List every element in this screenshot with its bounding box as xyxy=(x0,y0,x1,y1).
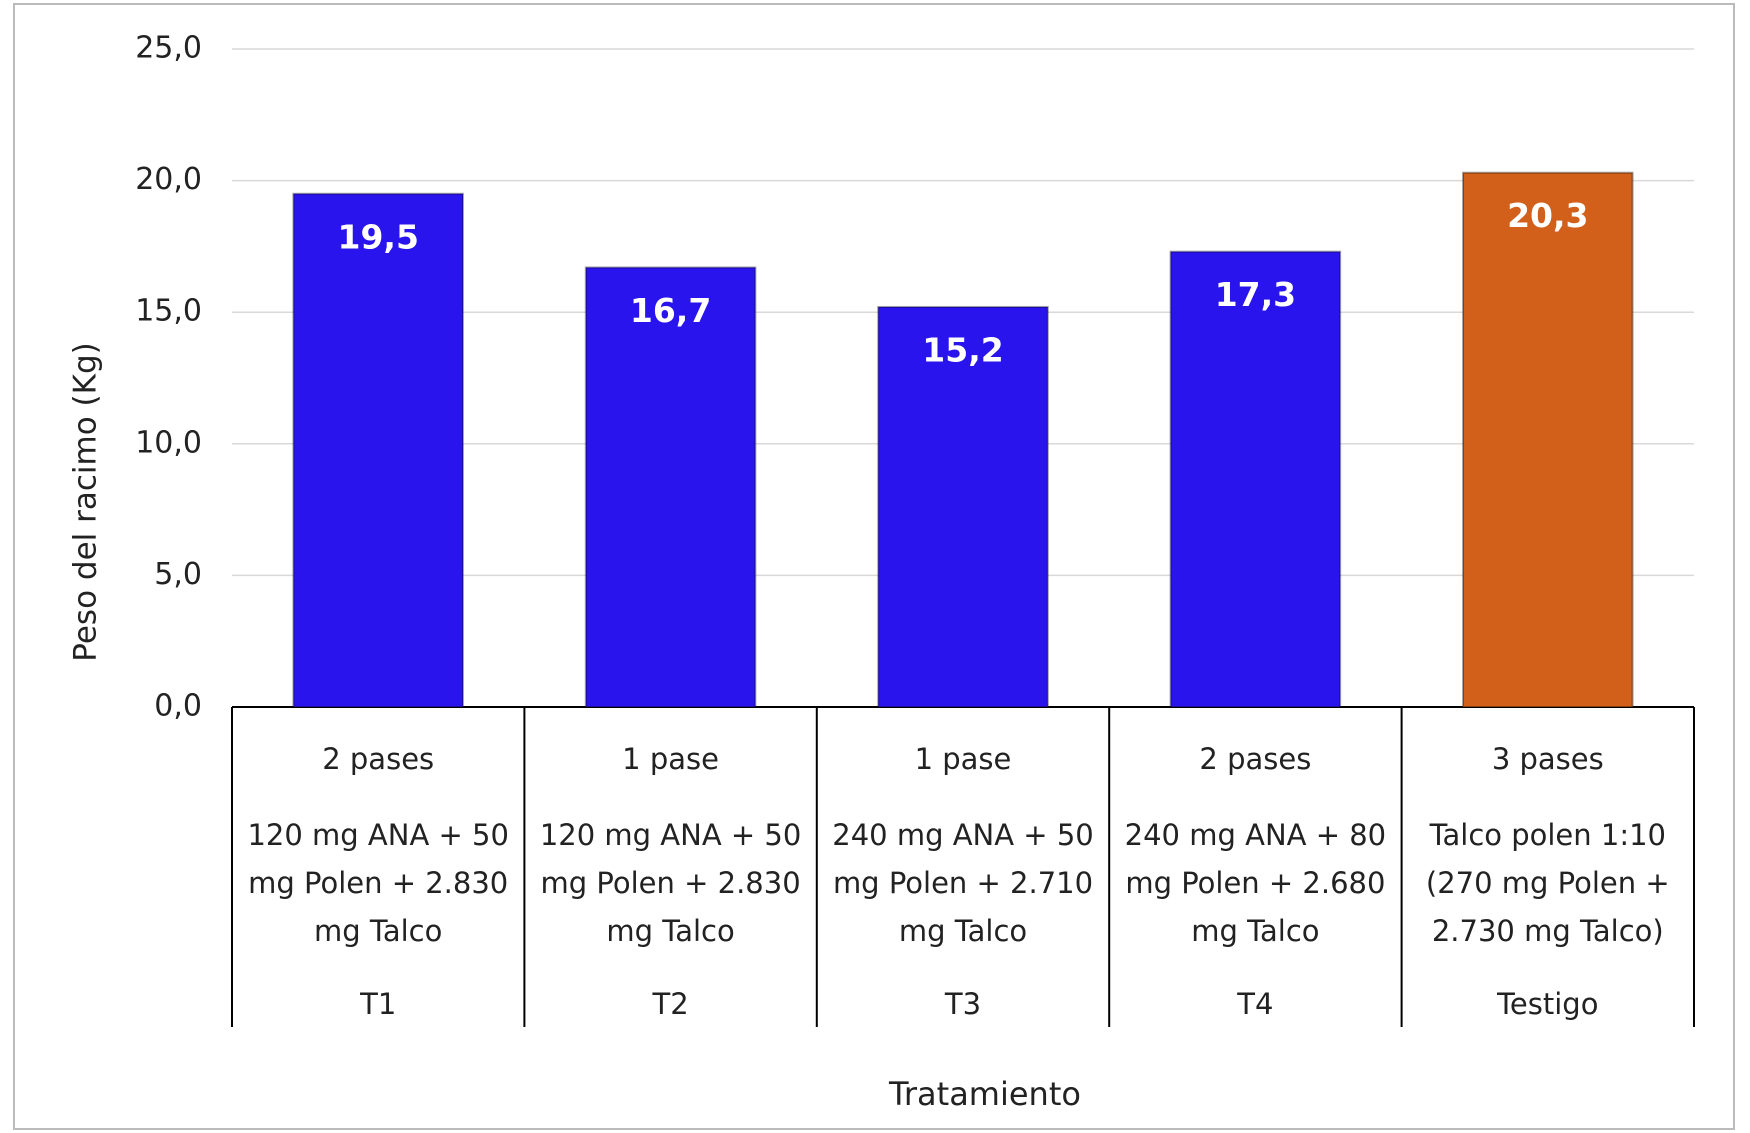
category-passes: 3 pases xyxy=(1491,742,1604,776)
category-description: 120 mg ANA + 50 mg Polen + 2.830 mg Talc… xyxy=(247,818,509,948)
category-description: 120 mg ANA + 50 mg Polen + 2.830 mg Talc… xyxy=(539,818,802,948)
category-label: Testigo xyxy=(1497,987,1599,1021)
category-passes: 2 pases xyxy=(1199,742,1312,776)
bar xyxy=(1169,250,1342,708)
category-passes: 1 pase xyxy=(914,742,1012,776)
y-axis-title: Peso del racimo (Kg) xyxy=(68,342,104,661)
y-tick-label: 20,0 xyxy=(135,162,202,197)
bar xyxy=(292,192,464,708)
y-tick-label: 5,0 xyxy=(154,557,202,592)
category-description: 240 mg ANA + 50 mg Polen + 2.710 mg Talc… xyxy=(832,818,1094,948)
category-label: T1 xyxy=(360,987,397,1021)
category-description: Talco polen 1:10 (270 mg Polen + 2.730 m… xyxy=(1425,818,1670,948)
bar xyxy=(1462,171,1634,709)
category-label: T2 xyxy=(652,987,689,1021)
data-label: 20,3 xyxy=(1507,196,1588,235)
category-label: T4 xyxy=(1237,987,1274,1021)
y-tick-label: 10,0 xyxy=(135,425,202,460)
bar xyxy=(584,266,757,708)
y-tick-label: 15,0 xyxy=(135,294,202,329)
category-passes: 1 pase xyxy=(622,742,719,776)
data-label: 19,5 xyxy=(337,217,418,256)
data-label: 17,3 xyxy=(1215,275,1296,314)
category-label: T3 xyxy=(944,987,982,1021)
data-label: 15,2 xyxy=(922,330,1003,369)
x-axis-title: Tratamiento xyxy=(888,1075,1081,1113)
y-tick-label: 25,0 xyxy=(135,31,202,66)
category-description: 240 mg ANA + 80 mg Polen + 2.680 mg Talc… xyxy=(1124,818,1387,948)
y-tick-label: 0,0 xyxy=(154,689,202,724)
bar xyxy=(877,305,1049,708)
data-label: 16,7 xyxy=(630,291,711,330)
category-passes: 2 pases xyxy=(322,742,435,776)
